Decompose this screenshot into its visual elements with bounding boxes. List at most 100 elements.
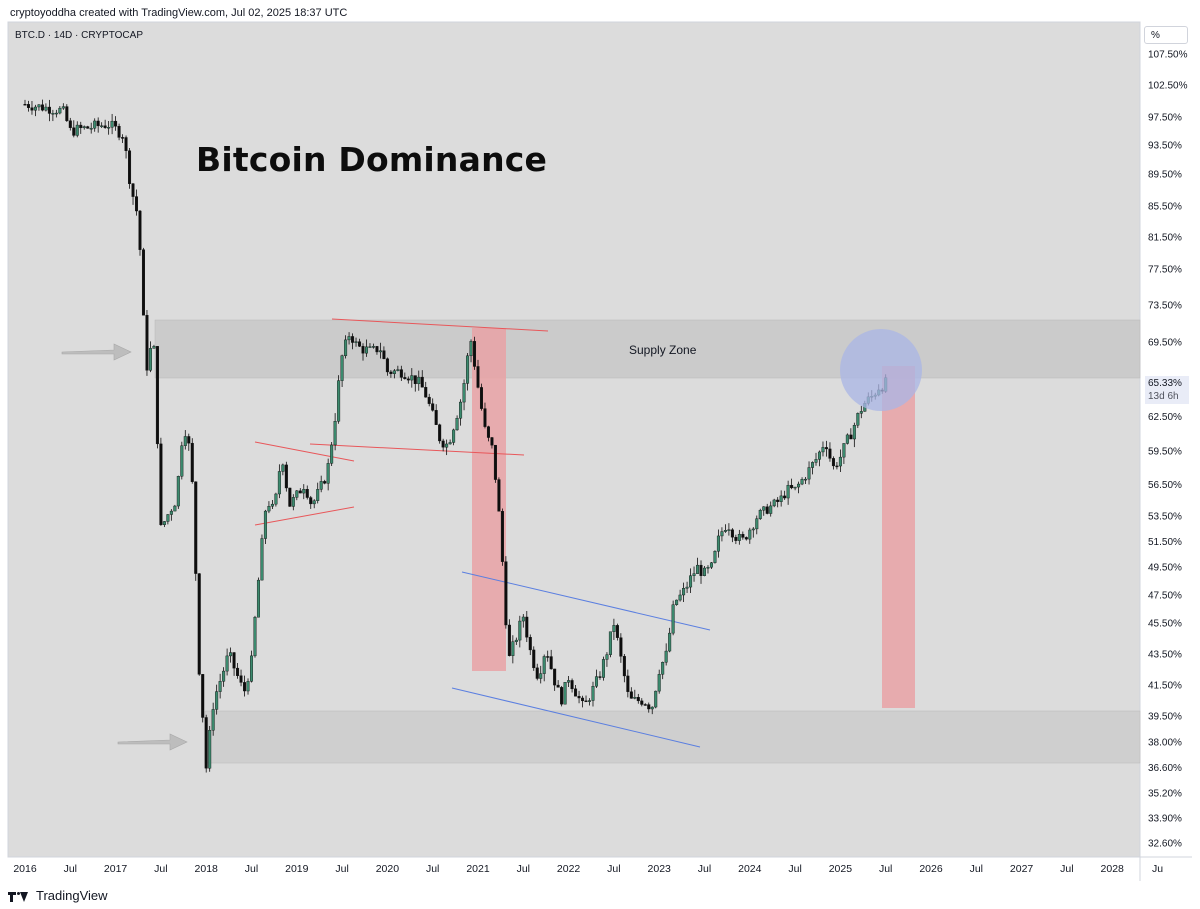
candle-up <box>93 120 97 129</box>
price-tick-label: 107.50% <box>1148 50 1188 61</box>
candle-up <box>859 411 863 414</box>
candle-up <box>312 500 316 505</box>
candle-up <box>567 680 571 683</box>
candle-down <box>479 387 483 409</box>
candle-down <box>556 684 560 688</box>
candle-up <box>148 348 152 371</box>
candle-up <box>344 339 348 356</box>
candle-up <box>692 573 696 576</box>
candle-down <box>528 637 532 651</box>
candle-down <box>598 676 602 678</box>
time-tick-label: Jul <box>426 863 439 875</box>
candle-up <box>445 443 449 448</box>
candle-down <box>86 126 90 129</box>
candle-up <box>249 655 253 682</box>
candle-down <box>30 107 34 111</box>
candle-up <box>364 346 368 354</box>
candle-up <box>664 650 668 663</box>
candle-up <box>466 355 470 384</box>
price-tick-label: 85.50% <box>1148 202 1182 213</box>
candle-down <box>141 249 145 316</box>
wedge-lower-line <box>254 506 355 526</box>
candle-down <box>441 440 445 448</box>
time-tick-label: Jul <box>517 863 530 875</box>
time-tick-label: 2028 <box>1101 863 1125 875</box>
candle-down <box>305 489 309 498</box>
candle-up <box>685 586 689 589</box>
price-tick-label: 59.50% <box>1148 447 1182 458</box>
candle-up <box>542 656 546 674</box>
candle-down <box>427 396 431 404</box>
candle-up <box>152 346 156 349</box>
candle-up <box>605 654 609 660</box>
candle-up <box>263 510 267 539</box>
candle-down <box>96 120 100 127</box>
candle-up <box>110 120 114 128</box>
candle-up <box>709 562 713 568</box>
candle-up <box>183 436 187 446</box>
price-tick-label: 93.50% <box>1148 141 1182 152</box>
price-ticks: 107.50% 102.50% 97.50% 93.50% 89.50% 85.50% 81… <box>1148 50 1188 850</box>
candle-up <box>657 674 661 692</box>
time-tick-label: Jul <box>698 863 711 875</box>
candle-up <box>61 106 65 109</box>
candle-down <box>615 625 619 638</box>
candle-up <box>58 107 62 114</box>
candle-down <box>424 387 428 398</box>
time-tick-label: 2027 <box>1010 863 1034 875</box>
candle-down <box>361 346 365 354</box>
candle-down <box>323 481 327 484</box>
price-axis[interactable] <box>1140 22 1192 857</box>
candle-up <box>82 126 86 129</box>
candle-up <box>720 531 724 537</box>
candle-up <box>727 529 731 531</box>
price-tick-label: 47.50% <box>1148 591 1182 602</box>
tradingview-logo[interactable]: TradingView <box>8 888 108 903</box>
candle-up <box>44 106 48 111</box>
candle-up <box>281 464 285 472</box>
candle-down <box>476 366 480 388</box>
candle-down <box>699 564 703 576</box>
candle-down <box>490 437 494 446</box>
price-tick-label: 38.00% <box>1148 738 1182 749</box>
candle-up <box>267 506 271 512</box>
candle-down <box>399 369 403 378</box>
projected-drop-rect <box>882 366 915 708</box>
candle-up <box>633 697 637 699</box>
time-tick-label: 2016 <box>13 863 37 875</box>
candle-down <box>831 458 835 467</box>
candle-up <box>758 509 762 519</box>
candle-down <box>824 447 828 450</box>
candle-up <box>737 534 741 541</box>
price-tick-label: 36.60% <box>1148 763 1182 774</box>
candle-down <box>309 497 313 505</box>
time-tick-label: Jul <box>245 863 258 875</box>
time-tick-label: Jul <box>970 863 983 875</box>
time-axis[interactable] <box>8 857 1192 881</box>
time-tick-label: Jul <box>879 863 892 875</box>
time-tick-label: 2025 <box>829 863 853 875</box>
candle-down <box>23 103 27 106</box>
candle-up <box>682 588 686 596</box>
candle-up <box>448 442 452 445</box>
candle-up <box>291 497 295 507</box>
candle-up <box>469 341 473 357</box>
price-tick-label: 81.50% <box>1148 233 1182 244</box>
candle-down <box>159 443 163 525</box>
candle-down <box>790 484 794 489</box>
candle-up <box>608 631 612 655</box>
candle-up <box>33 106 37 111</box>
price-tick-label: 73.50% <box>1148 301 1182 312</box>
candle-up <box>330 444 334 464</box>
candle-down <box>626 675 630 692</box>
candle-up <box>302 489 306 494</box>
price-unit-button[interactable]: % <box>1144 26 1188 44</box>
candle-up <box>260 538 264 581</box>
candle-down <box>619 637 623 657</box>
price-tick-label: 62.50% <box>1148 412 1182 423</box>
price-tick-label: 56.50% <box>1148 480 1182 491</box>
time-tick-label: Jul <box>607 863 620 875</box>
candle-up <box>845 434 849 444</box>
candle-up <box>169 510 173 515</box>
